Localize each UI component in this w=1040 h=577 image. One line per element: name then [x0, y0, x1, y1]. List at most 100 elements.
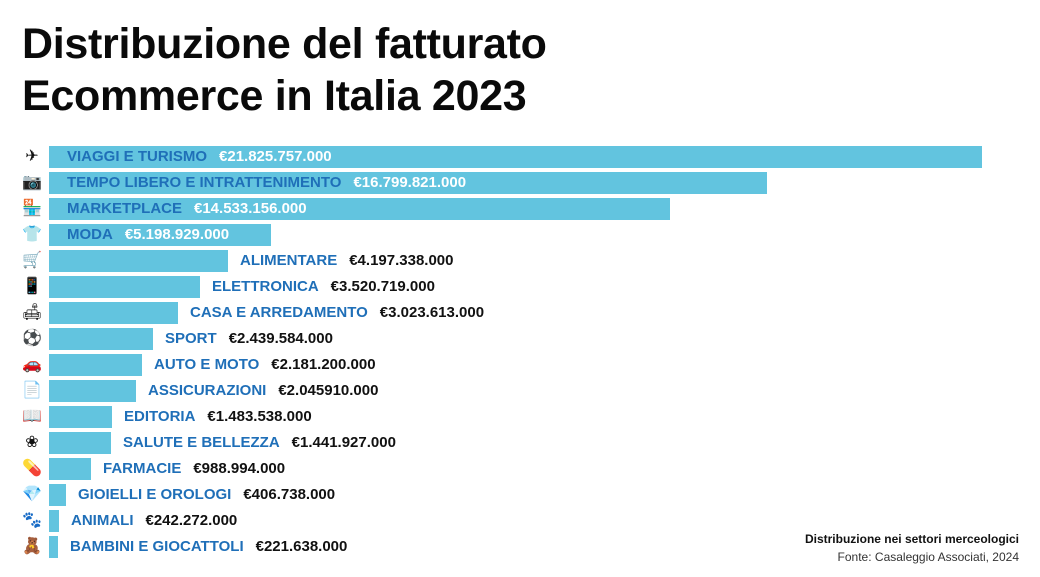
bar [49, 302, 178, 324]
category-label: FARMACIE [103, 460, 182, 477]
category-label: ASSICURAZIONI [148, 382, 267, 399]
category-label: SALUTE E BELLEZZA [123, 434, 280, 451]
bar-row: 📖 EDITORIA €1.483.538.000 [0, 405, 1040, 429]
bar-label: VIAGGI E TURISMO €21.825.757.000 [67, 148, 332, 166]
bar-row: ⚽ SPORT €2.439.584.000 [0, 327, 1040, 351]
bar [49, 146, 982, 168]
value-label: €221.638.000 [255, 538, 348, 555]
bar-row: ❀ SALUTE E BELLEZZA €1.441.927.000 [0, 431, 1040, 455]
bar-row: ✈ VIAGGI E TURISMO €21.825.757.000 [0, 145, 1040, 169]
category-label: TEMPO LIBERO E INTRATTENIMENTO [67, 174, 342, 191]
value-label: €5.198.929.000 [124, 226, 230, 243]
bar [49, 536, 58, 558]
value-label: €16.799.821.000 [353, 174, 467, 191]
bar-label: ASSICURAZIONI €2.045910.000 [148, 382, 378, 400]
diamond-icon: 💎 [22, 486, 42, 503]
bar [49, 172, 767, 194]
category-label: EDITORIA [124, 408, 196, 425]
bar-label: SPORT €2.439.584.000 [165, 330, 333, 348]
bar [49, 224, 271, 246]
bar [49, 510, 59, 532]
airplane-icon: ✈ [25, 148, 39, 165]
value-label: €1.441.927.000 [291, 434, 396, 451]
pill-bottle-icon: 💊 [22, 460, 42, 477]
bar-label: EDITORIA €1.483.538.000 [124, 408, 312, 426]
bar [49, 458, 91, 480]
bar-label: BAMBINI E GIOCATTOLI €221.638.000 [70, 538, 347, 556]
camera-icon: 📷 [22, 174, 42, 191]
open-book-icon: 📖 [22, 408, 42, 425]
chart-footnote: Distribuzione nei settori merceologici F… [805, 530, 1019, 566]
value-label: €2.439.584.000 [228, 330, 333, 347]
value-label: €2.181.200.000 [271, 356, 376, 373]
value-label: €1.483.538.000 [207, 408, 312, 425]
bar-row: 🚗 AUTO E MOTO €2.181.200.000 [0, 353, 1040, 377]
category-label: BAMBINI E GIOCATTOLI [70, 538, 244, 555]
bar-row: 🧸 BAMBINI E GIOCATTOLI €221.638.000 [0, 535, 1040, 559]
bar [49, 328, 153, 350]
bar-row: 💎 GIOIELLI E OROLOGI €406.738.000 [0, 483, 1040, 507]
bar [49, 432, 111, 454]
bar [49, 198, 670, 220]
bar [49, 406, 112, 428]
teddy-bear-icon: 🧸 [22, 538, 42, 555]
bar [49, 484, 66, 506]
bar-row: 📱 ELETTRONICA €3.520.719.000 [0, 275, 1040, 299]
bar-label: CASA E ARREDAMENTO €3.023.613.000 [190, 304, 484, 322]
value-label: €14.533.156.000 [194, 200, 307, 217]
bar-row: 🛋 CASA E ARREDAMENTO €3.023.613.000 [0, 301, 1040, 325]
car-icon: 🚗 [22, 356, 42, 373]
bar-label: GIOIELLI E OROLOGI €406.738.000 [78, 486, 335, 504]
category-label: MARKETPLACE [67, 200, 182, 217]
document-shield-icon: 📄 [22, 382, 42, 399]
bar-label: SALUTE E BELLEZZA €1.441.927.000 [123, 434, 396, 452]
category-label: CASA E ARREDAMENTO [190, 304, 368, 321]
bar-label: ELETTRONICA €3.520.719.000 [212, 278, 435, 296]
category-label: VIAGGI E TURISMO [67, 148, 208, 165]
shopping-cart-icon: 🛒 [22, 252, 42, 269]
value-label: €406.738.000 [243, 486, 336, 503]
title-line-2: Ecommerce in Italia 2023 [22, 72, 527, 120]
bar [49, 380, 136, 402]
chart-title: Distribuzione del fatturato Ecommerce in… [22, 18, 547, 122]
smartphone-icon: 📱 [22, 278, 42, 295]
category-label: MODA [67, 226, 113, 243]
bar-row: 💊 FARMACIE €988.994.000 [0, 457, 1040, 481]
pet-icon: 🐾 [22, 512, 42, 529]
bar-row: 🏪 MARKETPLACE €14.533.156.000 [0, 197, 1040, 221]
bar-row: 📄 ASSICURAZIONI €2.045910.000 [0, 379, 1040, 403]
bar-label: ANIMALI €242.272.000 [71, 512, 237, 530]
bar-label: AUTO E MOTO €2.181.200.000 [154, 356, 376, 374]
value-label: €988.994.000 [193, 460, 286, 477]
value-label: €2.045910.000 [278, 382, 379, 399]
value-label: €242.272.000 [145, 512, 238, 529]
bar-label: ALIMENTARE €4.197.338.000 [240, 252, 454, 270]
store-icon: 🏪 [22, 200, 42, 217]
value-label: €3.023.613.000 [379, 304, 485, 321]
bar-label: MARKETPLACE €14.533.156.000 [67, 200, 307, 218]
value-label: €21.825.757.000 [219, 148, 332, 165]
category-label: ALIMENTARE [240, 252, 338, 269]
soccer-ball-icon: ⚽ [22, 330, 42, 347]
lotus-icon: ❀ [25, 434, 39, 451]
category-label: ELETTRONICA [212, 278, 319, 295]
category-label: AUTO E MOTO [154, 356, 260, 373]
bar-label: TEMPO LIBERO E INTRATTENIMENTO €16.799.82… [67, 174, 466, 192]
bar-row: 🛒 ALIMENTARE €4.197.338.000 [0, 249, 1040, 273]
bar-row: 📷 TEMPO LIBERO E INTRATTENIMENTO €16.799.8… [0, 171, 1040, 195]
bar [49, 354, 142, 376]
bar-row: 🐾 ANIMALI €242.272.000 [0, 509, 1040, 533]
bar [49, 276, 200, 298]
sofa-icon: 🛋 [22, 304, 43, 321]
title-line-1: Distribuzione del fatturato [22, 20, 547, 68]
bar-label: FARMACIE €988.994.000 [103, 460, 285, 478]
shirt-icon: 👕 [22, 226, 42, 243]
bar [49, 250, 228, 272]
note-source: Fonte: Casaleggio Associati, 2024 [837, 550, 1019, 564]
category-label: ANIMALI [71, 512, 134, 529]
bar-label: MODA €5.198.929.000 [67, 226, 229, 244]
note-title: Distribuzione nei settori merceologici [804, 532, 1019, 546]
bar-row: 👕 MODA €5.198.929.000 [0, 223, 1040, 247]
value-label: €3.520.719.000 [330, 278, 435, 295]
category-label: SPORT [165, 330, 217, 347]
